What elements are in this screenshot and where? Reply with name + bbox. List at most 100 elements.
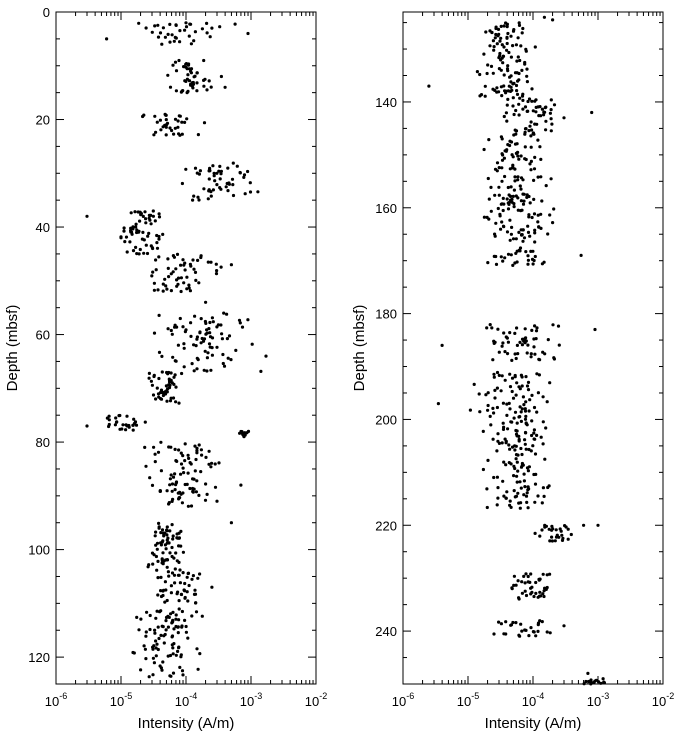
data-point (169, 584, 173, 588)
data-point (548, 539, 552, 543)
data-point (505, 230, 510, 234)
data-point (184, 79, 188, 83)
data-point (223, 85, 227, 89)
data-point (179, 276, 183, 280)
data-point (185, 275, 189, 279)
data-point (523, 327, 527, 331)
data-point (550, 535, 554, 539)
data-point (192, 194, 196, 198)
data-point (187, 283, 191, 287)
data-point (144, 26, 148, 30)
data-point (501, 61, 505, 65)
data-point (161, 232, 165, 236)
data-point (124, 428, 128, 432)
data-point (173, 488, 177, 492)
data-point (176, 625, 180, 629)
data-point (509, 194, 513, 198)
data-point (519, 187, 523, 191)
data-point (507, 200, 512, 204)
data-point (523, 407, 527, 411)
data-point (196, 358, 200, 362)
data-point (157, 234, 161, 239)
data-point (161, 660, 165, 664)
data-point (515, 142, 519, 146)
data-point (160, 624, 164, 628)
data-point (534, 329, 539, 333)
data-point (201, 339, 206, 343)
data-point (174, 459, 178, 463)
data-point (589, 678, 593, 682)
data-point (206, 197, 210, 201)
data-point (516, 469, 520, 473)
data-point (526, 109, 530, 113)
data-point (155, 386, 159, 390)
data-point (504, 620, 508, 624)
data-point (134, 245, 138, 249)
data-point (219, 169, 223, 173)
data-point (509, 85, 513, 89)
data-point (169, 289, 173, 293)
data-point (159, 575, 163, 580)
data-point (516, 208, 520, 212)
data-point (525, 491, 529, 495)
data-point (235, 164, 239, 168)
data-point (490, 326, 494, 330)
data-point (520, 68, 524, 72)
data-point (550, 524, 554, 529)
data-point (152, 374, 156, 379)
data-point (512, 583, 516, 588)
data-point (518, 184, 522, 188)
data-point (124, 235, 129, 239)
data-point (514, 108, 518, 113)
data-point (200, 453, 204, 457)
data-point (157, 255, 161, 259)
data-point (515, 381, 519, 385)
data-point (160, 528, 165, 532)
data-point (495, 405, 499, 410)
data-point (516, 491, 520, 495)
data-point (533, 352, 537, 356)
data-point (525, 195, 529, 199)
data-point (172, 642, 176, 646)
data-point (195, 446, 199, 450)
data-point (506, 252, 511, 256)
x-tick-label: 10-5 (457, 691, 479, 709)
data-point (158, 118, 162, 122)
data-point (543, 110, 547, 114)
data-point (125, 250, 129, 254)
data-point (539, 175, 543, 179)
data-point (167, 275, 171, 279)
data-point (180, 501, 184, 505)
data-point (486, 176, 490, 181)
data-point (515, 460, 519, 464)
data-point (504, 463, 508, 467)
data-point (541, 420, 545, 424)
data-point (532, 594, 536, 599)
data-point (248, 181, 252, 185)
data-point (500, 441, 504, 445)
data-point (518, 340, 522, 344)
data-point (171, 610, 175, 615)
data-point (183, 595, 187, 600)
data-point (151, 209, 155, 213)
data-point (517, 230, 521, 234)
data-point (517, 78, 521, 82)
data-point (489, 423, 493, 427)
data-point (186, 636, 190, 640)
data-point (540, 107, 545, 111)
x-tick-label: 10-4 (175, 691, 197, 709)
data-point (152, 133, 156, 137)
data-point (172, 39, 176, 43)
data-point (532, 437, 536, 441)
data-point (193, 314, 197, 318)
data-point (85, 424, 89, 428)
y-tick-label: 140 (375, 95, 397, 110)
data-point (208, 331, 212, 335)
data-point (511, 237, 516, 241)
data-point (501, 479, 505, 483)
data-point (524, 414, 528, 418)
data-point (538, 534, 542, 538)
data-point (154, 130, 158, 134)
data-point (530, 87, 534, 91)
data-point (157, 376, 161, 381)
